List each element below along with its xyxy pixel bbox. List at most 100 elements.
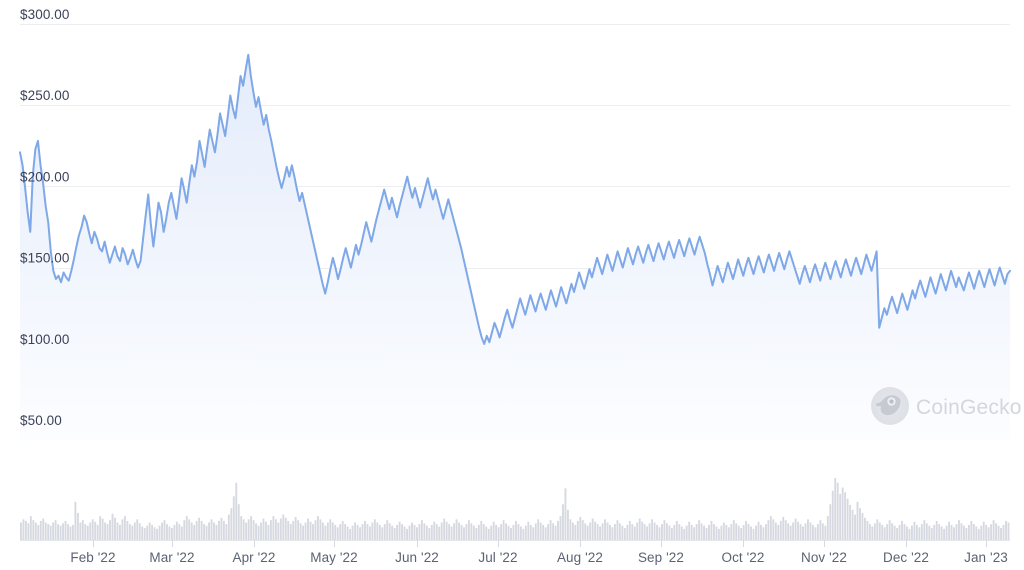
volume-bar bbox=[841, 487, 844, 540]
volume-bar bbox=[653, 522, 656, 540]
volume-bar bbox=[430, 524, 433, 540]
volume-bar bbox=[136, 519, 139, 540]
volume-bar bbox=[604, 519, 606, 540]
volume-bar bbox=[222, 520, 225, 540]
volume-bar bbox=[601, 523, 604, 540]
volume-bar bbox=[448, 524, 451, 540]
volume-bar bbox=[799, 524, 802, 540]
x-axis-tick-label: Jul '22 bbox=[478, 550, 517, 565]
volume-bar bbox=[368, 526, 371, 540]
volume-bar bbox=[735, 523, 738, 540]
volume-bar bbox=[787, 523, 790, 540]
volume-bar bbox=[935, 520, 938, 540]
volume-bar bbox=[351, 525, 354, 540]
volume-bar bbox=[544, 527, 547, 540]
volume-bar bbox=[812, 524, 814, 540]
volume-bar bbox=[388, 523, 391, 540]
volume-bar bbox=[888, 520, 891, 540]
volume-bar bbox=[873, 523, 876, 540]
watermark-brand-label: CoinGecko bbox=[916, 396, 1022, 419]
volume-bar bbox=[769, 516, 772, 540]
volume-bar bbox=[428, 528, 431, 540]
volume-bar bbox=[596, 524, 599, 540]
volume-bar bbox=[621, 525, 624, 540]
volume-bar bbox=[584, 523, 587, 540]
volume-bar bbox=[67, 524, 69, 540]
volume-bar bbox=[594, 521, 597, 540]
volume-bar bbox=[571, 522, 574, 540]
volume-bar bbox=[777, 524, 780, 540]
volume-bar bbox=[344, 524, 347, 540]
volume-bar bbox=[557, 520, 559, 540]
volume-bar bbox=[715, 526, 718, 540]
volume-bar bbox=[126, 520, 129, 540]
volume-bar bbox=[940, 526, 943, 540]
volume-bar bbox=[581, 520, 584, 540]
volume-bar bbox=[39, 520, 42, 540]
volume-bar bbox=[849, 505, 852, 540]
volume-bar bbox=[854, 514, 856, 540]
x-axis-tick-label: May '22 bbox=[310, 550, 358, 565]
volume-bar bbox=[529, 524, 532, 540]
volume-bar bbox=[349, 528, 352, 540]
volume-bar bbox=[265, 521, 267, 540]
volume-bar bbox=[510, 528, 512, 540]
volume-bar bbox=[218, 520, 220, 540]
volume-bar bbox=[955, 524, 958, 540]
volume-bar bbox=[876, 519, 879, 540]
y-axis-tick-label: $300.00 bbox=[20, 7, 70, 22]
volume-bar bbox=[143, 528, 146, 540]
volume-bar bbox=[740, 528, 743, 540]
volume-bar bbox=[477, 524, 480, 540]
volume-bar bbox=[128, 524, 131, 540]
volume-bar bbox=[762, 527, 765, 540]
volume-bar bbox=[307, 518, 309, 540]
volume-bar bbox=[816, 524, 819, 540]
volume-bar bbox=[86, 525, 89, 540]
volume-bar bbox=[361, 524, 364, 540]
volume-bar bbox=[42, 518, 45, 540]
volume-bar bbox=[334, 524, 337, 540]
volume-bar bbox=[906, 526, 908, 540]
volume-bar bbox=[782, 516, 785, 540]
volume-bar bbox=[886, 524, 889, 540]
x-axis-tick-label: Mar '22 bbox=[149, 550, 194, 565]
volume-bar bbox=[826, 516, 829, 540]
volume-bar bbox=[203, 524, 206, 540]
volume-bar bbox=[274, 519, 277, 540]
volume-bar bbox=[950, 524, 953, 540]
volume-bar bbox=[57, 524, 60, 540]
volume-bar bbox=[995, 523, 998, 540]
volume-bar bbox=[703, 525, 705, 540]
volume-bar bbox=[299, 523, 302, 540]
volume-bar bbox=[896, 528, 899, 540]
volume-bar bbox=[789, 525, 792, 540]
volume-bar bbox=[250, 516, 253, 540]
volume-bar bbox=[255, 523, 258, 540]
volume-bar bbox=[71, 524, 74, 540]
volume-bar bbox=[492, 521, 495, 540]
volume-bar bbox=[680, 526, 683, 540]
volume-bar bbox=[289, 524, 292, 540]
volume-bar bbox=[881, 524, 884, 540]
volume-bar bbox=[34, 522, 37, 540]
y-axis-tick-label: $250.00 bbox=[20, 88, 70, 103]
volume-bar bbox=[413, 524, 416, 540]
volume-bar bbox=[230, 508, 233, 540]
volume-bar bbox=[485, 526, 488, 540]
volume-bar bbox=[227, 514, 230, 540]
volume-bar bbox=[609, 524, 611, 540]
volume-bar bbox=[1007, 522, 1010, 540]
x-axis-tick-label: Apr '22 bbox=[232, 550, 275, 565]
volume-bar bbox=[920, 524, 923, 540]
volume-bar bbox=[977, 528, 980, 540]
volume-bar bbox=[329, 519, 332, 540]
volume-bar bbox=[104, 522, 107, 540]
volume-bar bbox=[611, 527, 614, 540]
volume-bar bbox=[752, 528, 755, 540]
volume-bar bbox=[470, 523, 473, 540]
volume-bar bbox=[391, 525, 394, 540]
volume-bar bbox=[943, 528, 946, 540]
